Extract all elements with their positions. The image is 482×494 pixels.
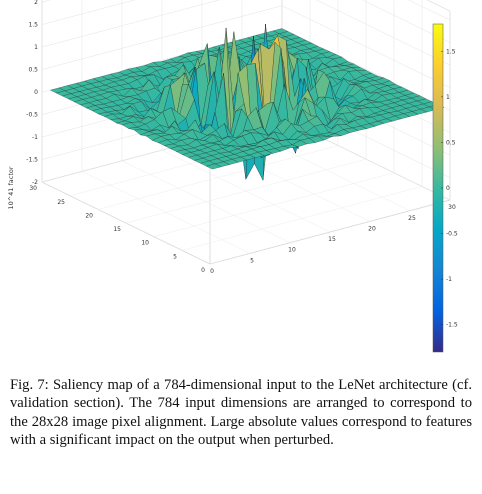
z-gridline — [41, 0, 451, 21]
z-tick-label: 0 — [34, 89, 38, 96]
x-tick-label: 30 — [448, 204, 456, 211]
y-tick-label: 15 — [113, 226, 121, 233]
surface-plot: 21.510.50-0.5-1-1.5-20510152025300510152… — [7, 0, 458, 353]
x-tick-label: 25 — [408, 215, 416, 222]
y-tick-label: 10 — [141, 240, 149, 247]
x-tick-label: 10 — [288, 247, 296, 254]
z-tick-label: -0.5 — [26, 112, 38, 119]
x-tick-label: 0 — [210, 268, 214, 275]
surface-mesh — [49, 24, 445, 181]
x-tick-label: 15 — [328, 236, 336, 243]
colorbar-tick-label: -0.5 — [446, 231, 458, 238]
colorbar-tick-label: 1.5 — [446, 48, 456, 55]
z-tick-label: 0.5 — [28, 67, 38, 74]
y-tick-label: 30 — [29, 185, 37, 192]
z-tick-label: 1.5 — [28, 22, 38, 29]
colorbar-tick-label: 1 — [446, 94, 450, 101]
z-axis-label: 10^41 factor — [7, 166, 15, 209]
y-tick-label: 5 — [173, 253, 177, 260]
z-gridline — [41, 0, 451, 43]
figure-caption: Fig. 7: Saliency map of a 784-dimensiona… — [10, 377, 472, 449]
x-tick-label: 5 — [250, 257, 254, 264]
colorbar-tick-label: -1.5 — [446, 322, 458, 329]
y-tick-label: 25 — [57, 199, 65, 206]
colorbar-tick-label: 0.5 — [446, 139, 456, 146]
surface-facet — [205, 163, 222, 170]
z-tick-label: -1.5 — [26, 157, 38, 164]
z-tick-label: -2 — [32, 179, 38, 186]
y-tick-label: 0 — [201, 267, 205, 274]
z-tick-label: 1 — [34, 44, 38, 51]
colorbar-tick-label: 0 — [446, 185, 450, 192]
saliency-figure: 2 1.5 1 0.5 0 -0.5 -1 -1.5 -2 0 5 10 15 20 25 30 0 5 10 15 2… — [7, 0, 458, 353]
z-tick-label: -1 — [32, 134, 38, 141]
colorbar: 1.5 1 0.5 0 -0.5 -1 -1.5 — [432, 23, 458, 353]
z-tick-label: 2 — [34, 0, 38, 6]
axis-ticks: 21.510.50-0.5-1-1.5-20510152025300510152… — [26, 0, 456, 275]
x-tick-label: 20 — [368, 225, 376, 232]
y-tick-label: 20 — [85, 212, 93, 219]
colorbar-tick-label: -1 — [446, 276, 452, 283]
